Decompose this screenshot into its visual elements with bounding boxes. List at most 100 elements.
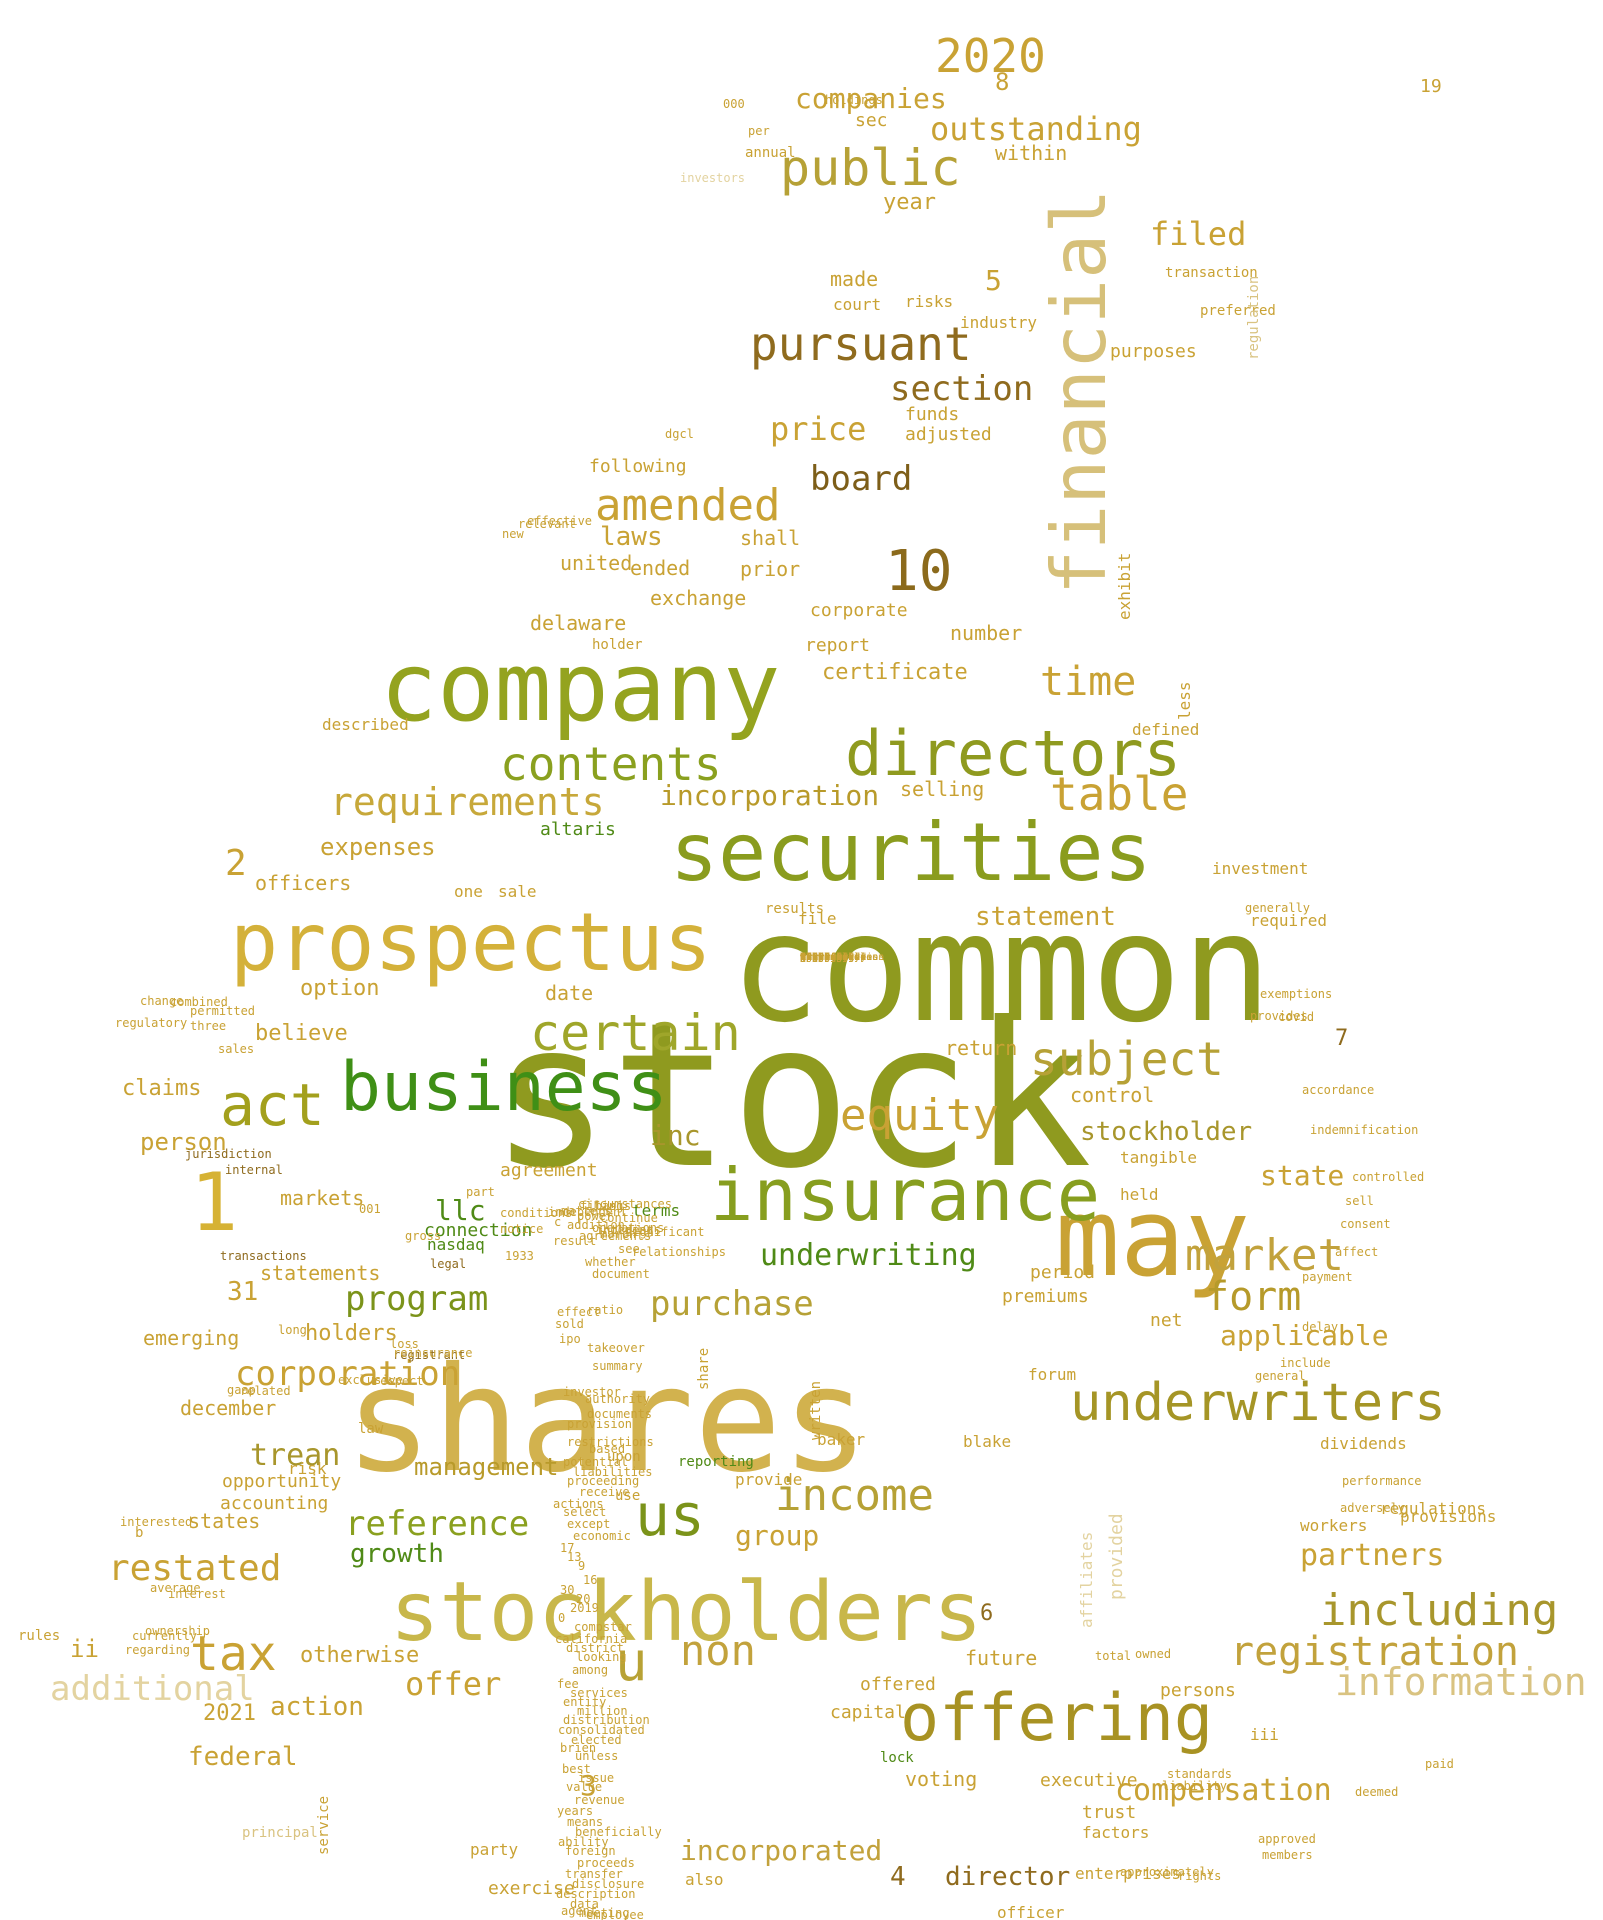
cloud-word: ability <box>558 1835 609 1849</box>
cloud-word: 30 <box>560 1583 574 1597</box>
cloud-word: reports <box>800 952 842 963</box>
cloud-word: 2 <box>225 843 247 884</box>
cloud-word: south <box>800 952 830 963</box>
cloud-word: 7 <box>1335 1026 1348 1051</box>
cloud-word: phase <box>800 952 830 963</box>
cloud-word: potential <box>563 1455 628 1469</box>
cloud-word: held <box>1120 1185 1159 1204</box>
cloud-word: includes <box>800 952 848 963</box>
cloud-word: subject <box>1030 1032 1224 1086</box>
cloud-word: dgcl <box>665 427 694 441</box>
cloud-word: stockholders <box>390 1565 982 1660</box>
cloud-word: factors <box>1082 1823 1149 1842</box>
cloud-word: exercise <box>488 1878 575 1899</box>
cloud-word: purpose <box>800 952 842 963</box>
cloud-word: baker <box>817 1430 866 1449</box>
cloud-word: forth <box>800 952 830 963</box>
cloud-word: registrant <box>393 1348 465 1362</box>
cloud-word: competitive <box>800 952 866 963</box>
cloud-word: effective <box>527 514 592 528</box>
cloud-word: liabilities <box>573 1465 652 1479</box>
cloud-word: specialty <box>800 952 854 963</box>
cloud-word: number <box>950 621 1022 645</box>
cloud-word: reinsurance <box>393 1346 472 1360</box>
cloud-word: generally <box>1245 901 1310 915</box>
cloud-word: companies <box>795 82 947 115</box>
cloud-word: partnership <box>800 952 866 963</box>
word-cloud-words: stockcommonsharesmaycompanysecuritiespro… <box>18 29 1587 1920</box>
cloud-word: incorporated <box>680 1834 882 1867</box>
cloud-word: claim <box>800 952 830 963</box>
cloud-word: gaap <box>227 1383 256 1397</box>
cloud-word: operations <box>592 1221 664 1235</box>
cloud-word: officer <box>997 1903 1065 1920</box>
cloud-word: control <box>1070 1083 1154 1107</box>
cloud-word: election <box>800 952 848 963</box>
cloud-word: claims <box>122 1076 201 1101</box>
cloud-word: except <box>567 1517 610 1531</box>
cloud-word: pursuant <box>750 317 972 371</box>
cloud-word: holdings <box>825 93 883 107</box>
cloud-word: greater <box>800 952 842 963</box>
cloud-word: opportunity <box>222 1471 341 1492</box>
cloud-word: 3 <box>580 1769 597 1802</box>
cloud-word: accordance <box>1302 1083 1374 1097</box>
cloud-word: shares <box>345 1336 869 1505</box>
cloud-word: insurance <box>710 1153 1100 1237</box>
cloud-word: written <box>808 1381 824 1440</box>
cloud-word: property <box>800 952 848 963</box>
cloud-word: agreed <box>800 952 836 963</box>
cloud-word: losses <box>800 952 836 963</box>
cloud-word: bd <box>800 952 812 963</box>
cloud-word: services <box>570 1686 628 1700</box>
cloud-word: beneficially <box>575 1825 662 1839</box>
cloud-word: forum <box>1028 1365 1076 1384</box>
cloud-word: offer <box>405 1665 501 1703</box>
cloud-word: per <box>748 124 770 138</box>
cloud-word: applicable <box>1220 1319 1389 1352</box>
cloud-word: expenses <box>320 833 436 861</box>
cloud-word: district <box>566 1641 624 1655</box>
cloud-word: trademarks <box>800 952 860 963</box>
cloud-word: restated <box>108 1548 281 1589</box>
cloud-word: subsequent <box>800 952 860 963</box>
cloud-word: also <box>685 1870 724 1889</box>
cloud-word: relevant <box>518 517 576 531</box>
cloud-word: price <box>770 410 866 448</box>
cloud-word: jurisdiction <box>185 1147 272 1161</box>
cloud-word: existing <box>800 952 848 963</box>
cloud-word: receive <box>579 1485 630 1499</box>
cloud-word: dividends <box>1320 1434 1407 1453</box>
cloud-word: operating <box>800 952 854 963</box>
cloud-word: means <box>567 1815 603 1829</box>
cloud-word: gross <box>405 1229 441 1243</box>
cloud-word: holding <box>603 1223 654 1237</box>
cloud-word: rule <box>800 952 824 963</box>
cloud-word: option <box>300 976 379 1001</box>
cloud-word: time <box>1040 659 1136 705</box>
cloud-word: accounting <box>220 1493 328 1514</box>
cloud-word: brien <box>560 1741 596 1755</box>
cloud-word: condition <box>800 952 854 963</box>
cloud-word: law <box>358 1421 384 1437</box>
cloud-word: connection <box>424 1220 532 1241</box>
cloud-word: prior <box>740 557 800 581</box>
cloud-word: consent <box>1340 1217 1391 1231</box>
cloud-word: outside <box>800 952 842 963</box>
cloud-word: special <box>800 952 842 963</box>
cloud-word: affect <box>1335 1245 1378 1259</box>
cloud-word: risk <box>288 1459 327 1478</box>
cloud-word: circumstances <box>578 1197 672 1211</box>
cloud-word: principal <box>242 1825 318 1841</box>
cloud-word: extent <box>800 952 836 963</box>
cloud-word: 001 <box>359 1202 381 1216</box>
cloud-word: takeover <box>587 1341 645 1355</box>
cloud-word: llc <box>435 1194 486 1227</box>
cloud-word: strategy <box>800 952 848 963</box>
cloud-word: transaction <box>1165 265 1258 281</box>
cloud-word: holder <box>592 637 643 653</box>
cloud-word: corporation <box>235 1354 460 1394</box>
cloud-word: rights <box>1178 1869 1221 1883</box>
cloud-word: sec <box>855 110 888 131</box>
